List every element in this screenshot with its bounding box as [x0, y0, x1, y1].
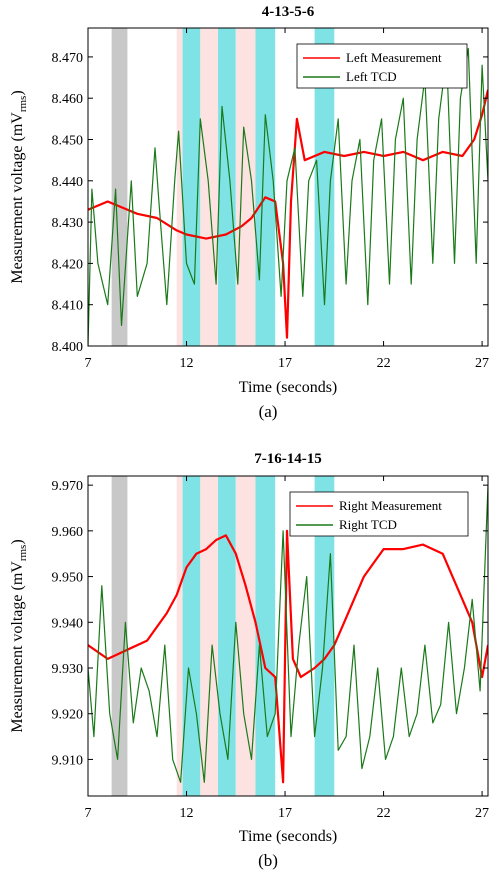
chart-title-a: 4-13-5-6	[262, 4, 315, 20]
y-tick-label-b-6: 9.970	[52, 479, 84, 494]
y-tick-label-b-3: 9.940	[52, 616, 84, 631]
highlight-bands-b	[111, 476, 335, 796]
highlight-band-a-7	[314, 28, 335, 346]
x-tick-label-b-2: 17	[278, 806, 292, 821]
x-tick-label-b-3: 22	[377, 806, 391, 821]
y-axis-label-sub-a: rms	[17, 96, 29, 113]
legend-b: Right Measurement Right TCD	[289, 491, 469, 537]
panel-b: 7-16-14-15 9.910 9.920 9.930 9.940 9.950 9.96…	[9, 451, 489, 870]
series-line-a-1	[88, 47, 488, 346]
series-lines-a	[88, 47, 488, 346]
legend-box-a	[296, 43, 468, 89]
x-axis-label-a: Time (seconds)	[239, 379, 338, 396]
highlight-band-b-1	[176, 476, 183, 796]
highlight-band-b-3	[200, 476, 219, 796]
y-tick-label-b-4: 9.950	[52, 571, 84, 586]
y-tick-label-a-1: 8.410	[52, 299, 84, 314]
series-line-b-0	[88, 529, 488, 784]
legend-entry-a-1: Left TCD	[346, 69, 397, 84]
x-tick-label-b-0: 7	[85, 806, 92, 821]
chart-title-b: 7-16-14-15	[254, 451, 322, 467]
plot-frame-b	[87, 475, 489, 797]
y-tick-label-b-1: 9.920	[52, 708, 84, 723]
y-tick-label-b-2: 9.930	[52, 662, 84, 677]
highlight-band-b-4	[218, 476, 236, 796]
legend-entry-b-1: Right TCD	[339, 517, 397, 532]
x-tick-label-b-1: 12	[180, 806, 194, 821]
x-tick-label-a-4: 27	[475, 356, 489, 371]
highlight-band-a-5	[235, 28, 256, 346]
y-tick-label-a-5: 8.450	[52, 134, 84, 149]
y-axis-label-close-a: )	[9, 90, 26, 95]
highlight-band-b-5	[235, 476, 256, 796]
y-axis-label-b: Measurement voltage (mVrms)	[9, 539, 29, 732]
x-axis-ticks-a: 7 12 17 22 27	[85, 28, 489, 371]
y-tick-label-a-2: 8.420	[52, 257, 84, 272]
highlight-band-a-6	[255, 28, 276, 346]
y-tick-label-b-0: 9.910	[52, 753, 84, 768]
plot-frame-a	[87, 27, 489, 347]
y-tick-label-a-3: 8.430	[52, 216, 84, 231]
legend-entry-b-0: Right Measurement	[339, 498, 442, 513]
highlight-band-a-0	[111, 28, 128, 346]
legend-a: Left Measurement Left TCD	[296, 43, 468, 89]
legend-entry-a-0: Left Measurement	[346, 50, 442, 65]
highlight-band-b-6	[255, 476, 276, 796]
x-tick-label-a-1: 12	[180, 356, 194, 371]
y-axis-label-main-a: Measurement voltage (mV	[9, 112, 26, 284]
y-tick-label-b-5: 9.960	[52, 525, 84, 540]
y-axis-label-sub-b: rms	[17, 545, 29, 562]
highlight-band-b-0	[111, 476, 128, 796]
y-tick-label-a-4: 8.440	[52, 175, 84, 190]
x-tick-label-a-0: 7	[85, 356, 92, 371]
highlight-band-b-2	[182, 476, 201, 796]
x-tick-label-a-2: 17	[278, 356, 292, 371]
y-tick-label-a-6: 8.460	[52, 92, 84, 107]
y-tick-label-a-0: 8.400	[52, 340, 84, 355]
panel-a: 4-13-5-6 8.4008.4108.4208.4308.4408.4508…	[9, 4, 489, 421]
series-line-a-0	[88, 89, 488, 339]
y-axis-ticks-b: 9.910 9.920 9.930 9.940 9.950 9.960 9.970	[52, 479, 488, 768]
x-tick-label-a-3: 22	[377, 356, 391, 371]
x-tick-label-b-4: 27	[475, 806, 489, 821]
y-axis-label-a: Measurement voltage (mVrms)	[9, 90, 29, 283]
series-line-b-1	[88, 485, 488, 783]
y-tick-label-a-7: 8.470	[52, 51, 84, 66]
series-lines-b	[88, 485, 488, 784]
caption-b: (b)	[258, 851, 278, 870]
highlight-band-a-2	[182, 28, 201, 346]
x-axis-label-b: Time (seconds)	[239, 828, 338, 845]
y-axis-ticks-a: 8.400 8.410 8.420 8.430 8.440 8.450 8.460 8.470	[52, 51, 488, 355]
caption-a: (a)	[259, 402, 278, 421]
legend-box-b	[289, 491, 469, 537]
highlight-band-a-1	[176, 28, 183, 346]
x-axis-ticks-b: 7 12 17 22 27	[85, 476, 489, 821]
highlight-band-a-4	[218, 28, 236, 346]
y-axis-label-main-b: Measurement voltage (mV	[9, 561, 26, 733]
y-axis-label-close-b: )	[9, 539, 26, 544]
